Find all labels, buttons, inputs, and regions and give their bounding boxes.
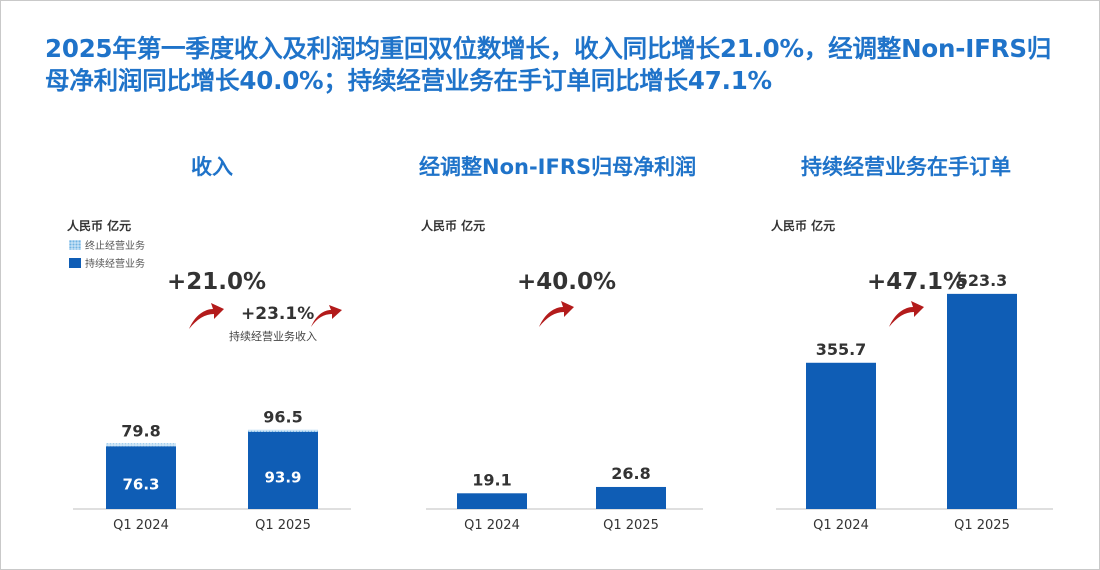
legend-discontinued: 终止经营业务 xyxy=(69,237,145,252)
bar-total-label: 79.8 xyxy=(121,421,160,440)
headline: 2025年第一季度收入及利润均重回双位数增长，收入同比增长21.0%，经调整No… xyxy=(45,34,1052,95)
growth-label-revenue: +21.0% xyxy=(167,269,267,295)
bar xyxy=(947,293,1017,509)
bar-value-label: 523.3 xyxy=(957,271,1008,290)
x-tick-label: Q1 2024 xyxy=(813,518,869,533)
bar-continuing xyxy=(248,431,318,509)
bar-continuing xyxy=(106,446,176,509)
sub-growth-note-revenue: 持续经营业务收入 xyxy=(229,330,317,343)
x-tick-label: Q1 2025 xyxy=(603,518,659,533)
x-tick-label: Q1 2024 xyxy=(113,518,169,533)
unit-label-revenue: 人民币 亿元 xyxy=(67,219,132,233)
bar-value-label: 26.8 xyxy=(611,464,650,483)
legend-continuing: 持续经营业务 xyxy=(69,255,145,270)
bar xyxy=(806,362,876,509)
bar-value-inner: 76.3 xyxy=(122,476,159,494)
x-tick-label: Q1 2024 xyxy=(464,518,520,533)
growth-label-backlog: +47.1% xyxy=(867,269,967,295)
chart-title-net-profit: 经调整Non-IFRS归母净利润 xyxy=(419,155,697,179)
growth-arrow-icon xyxy=(889,301,924,327)
legend-swatch-continuing xyxy=(69,257,81,268)
legend-label-discontinued: 终止经营业务 xyxy=(85,241,145,252)
chart-title-backlog: 持续经营业务在手订单 xyxy=(801,155,1011,179)
unit-label-backlog: 人民币 亿元 xyxy=(771,219,836,233)
sub-growth-arrow-icon xyxy=(311,305,342,327)
growth-arrow-icon xyxy=(539,301,574,327)
legend-swatch-discontinued xyxy=(69,239,81,250)
x-tick-label: Q1 2025 xyxy=(954,518,1010,533)
bar-value-label: 19.1 xyxy=(472,470,511,489)
bar xyxy=(457,493,527,509)
bar xyxy=(596,486,666,509)
growth-label-net-profit: +40.0% xyxy=(517,269,617,295)
growth-arrow-icon xyxy=(189,303,224,329)
legend-label-continuing: 持续经营业务 xyxy=(85,259,145,270)
chart-title-revenue: 收入 xyxy=(191,155,233,179)
bar-total-label: 96.5 xyxy=(263,408,302,427)
unit-label-net-profit: 人民币 亿元 xyxy=(421,219,486,233)
bar-discontinued xyxy=(106,443,176,447)
bar-value-label: 355.7 xyxy=(816,340,867,359)
bar-value-inner: 93.9 xyxy=(264,468,301,486)
bar-discontinued xyxy=(248,429,318,432)
x-tick-label: Q1 2025 xyxy=(255,518,311,533)
sub-growth-label-revenue: +23.1% xyxy=(241,304,315,324)
